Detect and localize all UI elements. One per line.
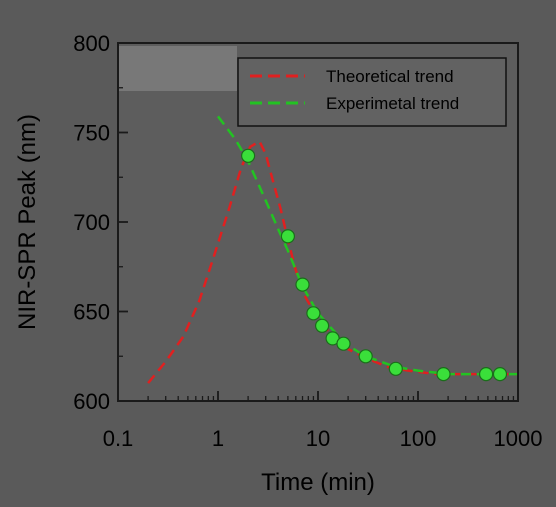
y-tick-label: 750: [73, 121, 110, 146]
x-tick-label: 1: [212, 426, 224, 451]
x-tick-label: 100: [400, 426, 437, 451]
series-line-1: [217, 115, 518, 376]
data-point: [306, 306, 321, 321]
data-point: [436, 367, 451, 382]
data-point: [315, 318, 330, 333]
legend: Theoretical trend Experimetal trend: [237, 57, 507, 127]
y-tick-label: 800: [73, 31, 110, 56]
y-tick-label: 600: [73, 389, 110, 414]
top-left-patch: [119, 46, 237, 91]
y-tick-label: 700: [73, 210, 110, 235]
legend-label-theoretical: Theoretical trend: [326, 67, 454, 86]
x-tick-label: 10: [306, 426, 330, 451]
data-point: [358, 349, 373, 364]
data-point: [388, 361, 403, 376]
y-axis-label: NIR-SPR Peak (nm): [14, 114, 41, 330]
x-axis-label: Time (min): [261, 469, 375, 496]
data-point: [336, 336, 351, 351]
tick-layer: 0.1 1 10 100 1000 600 650 700 750 800: [73, 31, 542, 451]
x-tick-label: 1000: [494, 426, 543, 451]
legend-label-experimental: Experimetal trend: [326, 94, 459, 113]
legend-box: [237, 57, 507, 127]
data-point: [492, 367, 508, 382]
data-point: [479, 367, 494, 382]
y-tick-label: 650: [73, 300, 110, 325]
data-point: [295, 277, 310, 292]
marker-layer: [241, 148, 508, 382]
data-point: [280, 229, 295, 244]
x-tick-label: 0.1: [103, 426, 134, 451]
data-point: [241, 148, 256, 163]
